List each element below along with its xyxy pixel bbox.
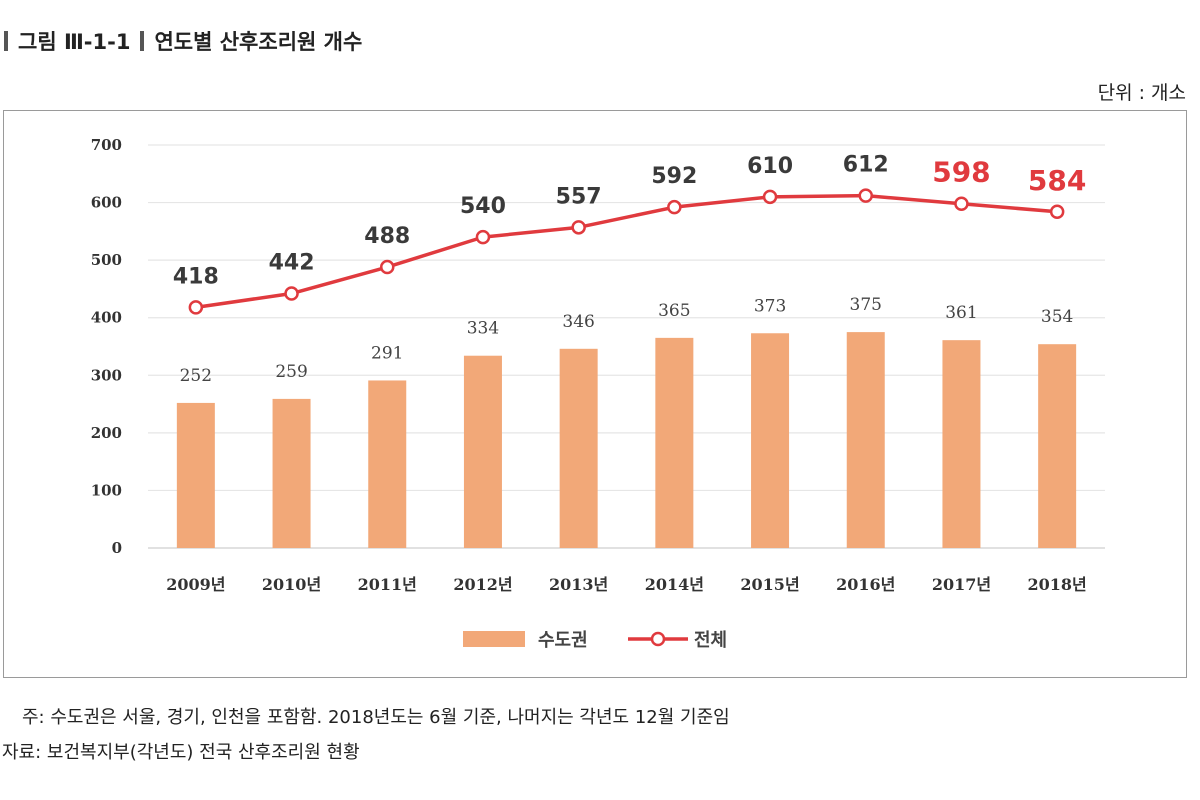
line-value-label: 557	[556, 184, 602, 209]
bar-value-label: 252	[180, 366, 212, 386]
bar-value-label: 365	[658, 301, 690, 321]
line-value-label: 584	[1028, 164, 1086, 197]
bar-value-label: 354	[1041, 307, 1073, 327]
bar-value-labels: 252 259 291 334 346 365 373 375 361 354	[180, 295, 1074, 386]
title-bar-mark	[4, 31, 8, 51]
x-tick-label: 2018년	[1028, 575, 1087, 594]
legend-bar-swatch	[463, 631, 525, 647]
bar-series	[176, 332, 1077, 548]
legend-line-marker	[650, 631, 666, 647]
y-tick-label: 500	[91, 251, 122, 269]
bar-2012년	[463, 355, 502, 548]
bar-2009년	[176, 402, 215, 548]
figure-title: 그림 Ⅲ-1-1 연도별 산후조리원 개수	[4, 26, 362, 56]
line-point-2017년	[954, 196, 969, 211]
line-value-label: 540	[460, 194, 506, 219]
chart-title: 연도별 산후조리원 개수	[154, 30, 363, 54]
x-tick-label: 2015년	[740, 575, 799, 594]
line-value-label: 598	[932, 156, 990, 189]
y-tick-label: 300	[91, 366, 122, 384]
x-tick-label: 2012년	[453, 575, 512, 594]
y-tick-label: 100	[91, 481, 122, 499]
line-point-2010년	[284, 286, 299, 301]
x-tick-label: 2016년	[836, 575, 895, 594]
bar-2010년	[272, 398, 311, 548]
bar-value-label: 346	[562, 312, 594, 332]
line-value-label: 592	[651, 164, 697, 189]
bar-2018년	[1038, 344, 1077, 548]
bar-2016년	[846, 332, 885, 548]
bar-2017년	[942, 340, 981, 548]
line-total	[195, 193, 1058, 310]
line-point-2018년	[1049, 204, 1065, 220]
y-tick-label: 600	[91, 194, 122, 212]
bar-value-label: 361	[945, 303, 977, 323]
bar-value-label: 375	[850, 295, 882, 315]
line-series	[188, 188, 1065, 315]
y-tick-label: 200	[91, 424, 122, 442]
line-point-2012년	[475, 229, 491, 245]
line-point-2009년	[188, 300, 204, 315]
line-point-2011년	[380, 259, 395, 275]
bar-2014년	[655, 337, 694, 548]
bar-value-label: 291	[371, 343, 403, 363]
line-point-2016년	[858, 188, 873, 203]
legend-line-label: 전체	[694, 630, 727, 651]
x-axis-ticks: 2009년 2010년 2011년 2012년 2013년 2014년 2015년 2016년…	[166, 575, 1087, 594]
unit-label: 단위 : 개소	[1097, 82, 1186, 104]
title-separator-mark	[140, 31, 145, 51]
line-value-label: 488	[364, 224, 410, 249]
bar-2015년	[751, 333, 790, 548]
line-value-label: 612	[843, 153, 889, 178]
footnote: 주: 수도권은 서울, 경기, 인천을 포함함. 2018년도는 6월 기준, …	[22, 707, 730, 728]
bar-2013년	[559, 348, 598, 548]
line-point-2015년	[762, 189, 778, 205]
x-tick-label: 2009년	[166, 575, 225, 594]
bar-value-label: 373	[754, 296, 786, 316]
legend-bar-label: 수도권	[538, 630, 588, 651]
x-tick-label: 2014년	[645, 575, 704, 594]
legend: 수도권 전체	[463, 630, 727, 651]
source-note: 자료: 보건복지부(각년도) 전국 산후조리원 현황	[2, 742, 360, 763]
line-value-labels: 418 442 488 540 557 592 610 612 598 584	[173, 153, 1086, 290]
y-tick-label: 700	[91, 136, 122, 154]
line-point-2014년	[667, 199, 682, 215]
x-tick-label: 2013년	[549, 575, 608, 594]
line-value-label: 418	[173, 264, 219, 289]
x-tick-label: 2010년	[262, 575, 321, 594]
line-point-2013년	[571, 220, 586, 235]
bar-value-label: 334	[467, 319, 499, 339]
line-value-label: 610	[747, 154, 793, 179]
x-tick-label: 2017년	[932, 575, 991, 594]
y-axis-ticks: 0 100 200 300 400 500 600 700	[91, 136, 122, 557]
line-value-label: 442	[269, 251, 315, 276]
bar-2011년	[368, 380, 407, 548]
x-tick-label: 2011년	[358, 575, 417, 594]
y-tick-label: 0	[112, 539, 122, 557]
y-tick-label: 400	[91, 309, 122, 327]
figure-number: 그림 Ⅲ-1-1	[18, 30, 131, 54]
bar-value-label: 259	[275, 362, 307, 382]
